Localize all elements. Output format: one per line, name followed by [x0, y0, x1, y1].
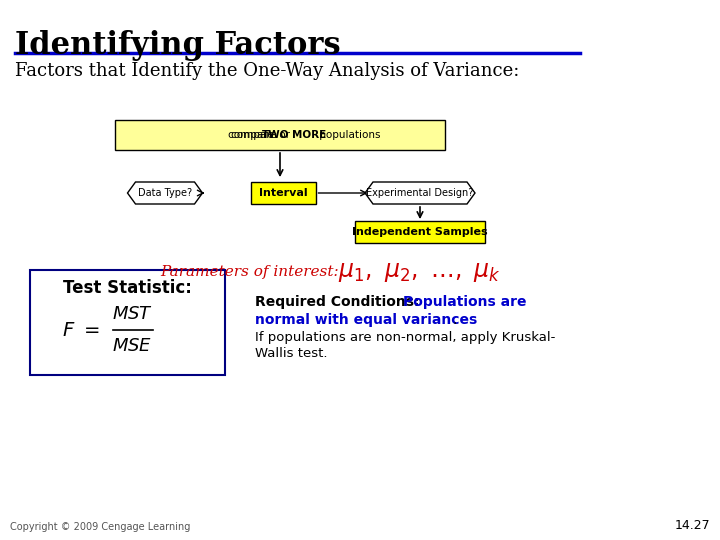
Text: Interval: Interval: [258, 188, 307, 198]
Polygon shape: [127, 182, 202, 204]
Text: Parameters of interest:: Parameters of interest:: [160, 265, 348, 279]
Text: Test Statistic:: Test Statistic:: [63, 279, 192, 297]
Text: normal with equal variances: normal with equal variances: [255, 313, 477, 327]
Text: MORE: MORE: [292, 130, 326, 140]
Text: Experimental Design?: Experimental Design?: [366, 188, 474, 198]
Text: Required Conditions:: Required Conditions:: [255, 295, 424, 309]
Text: .: .: [452, 313, 456, 327]
Text: Populations are: Populations are: [403, 295, 526, 309]
Text: Copyright © 2009 Cengage Learning: Copyright © 2009 Cengage Learning: [10, 522, 190, 532]
Text: Data Type?: Data Type?: [138, 188, 192, 198]
Text: TWO: TWO: [262, 130, 289, 140]
Text: Wallis test.: Wallis test.: [255, 347, 328, 360]
Text: If populations are non-normal, apply Kruskal-: If populations are non-normal, apply Kru…: [255, 331, 555, 344]
Text: compare: compare: [231, 130, 280, 140]
Polygon shape: [365, 182, 475, 204]
Text: compare: compare: [228, 130, 277, 140]
Text: 14.27: 14.27: [675, 519, 710, 532]
FancyBboxPatch shape: [251, 182, 315, 204]
Text: populations: populations: [316, 130, 380, 140]
Text: $MST$: $MST$: [112, 305, 153, 323]
Text: Independent Samples: Independent Samples: [352, 227, 488, 237]
Text: Identifying Factors: Identifying Factors: [15, 30, 341, 61]
FancyBboxPatch shape: [355, 221, 485, 243]
FancyBboxPatch shape: [115, 120, 445, 150]
Text: or: or: [276, 130, 293, 140]
Text: $\mu_1,\ \mu_2,\ \ldots,\ \mu_k$: $\mu_1,\ \mu_2,\ \ldots,\ \mu_k$: [338, 260, 501, 284]
Text: Factors that Identify the One-Way Analysis of Variance:: Factors that Identify the One-Way Analys…: [15, 62, 519, 80]
FancyBboxPatch shape: [30, 270, 225, 375]
Text: $MSE$: $MSE$: [112, 337, 153, 355]
Text: $F\ =\ $: $F\ =\ $: [62, 321, 99, 340]
